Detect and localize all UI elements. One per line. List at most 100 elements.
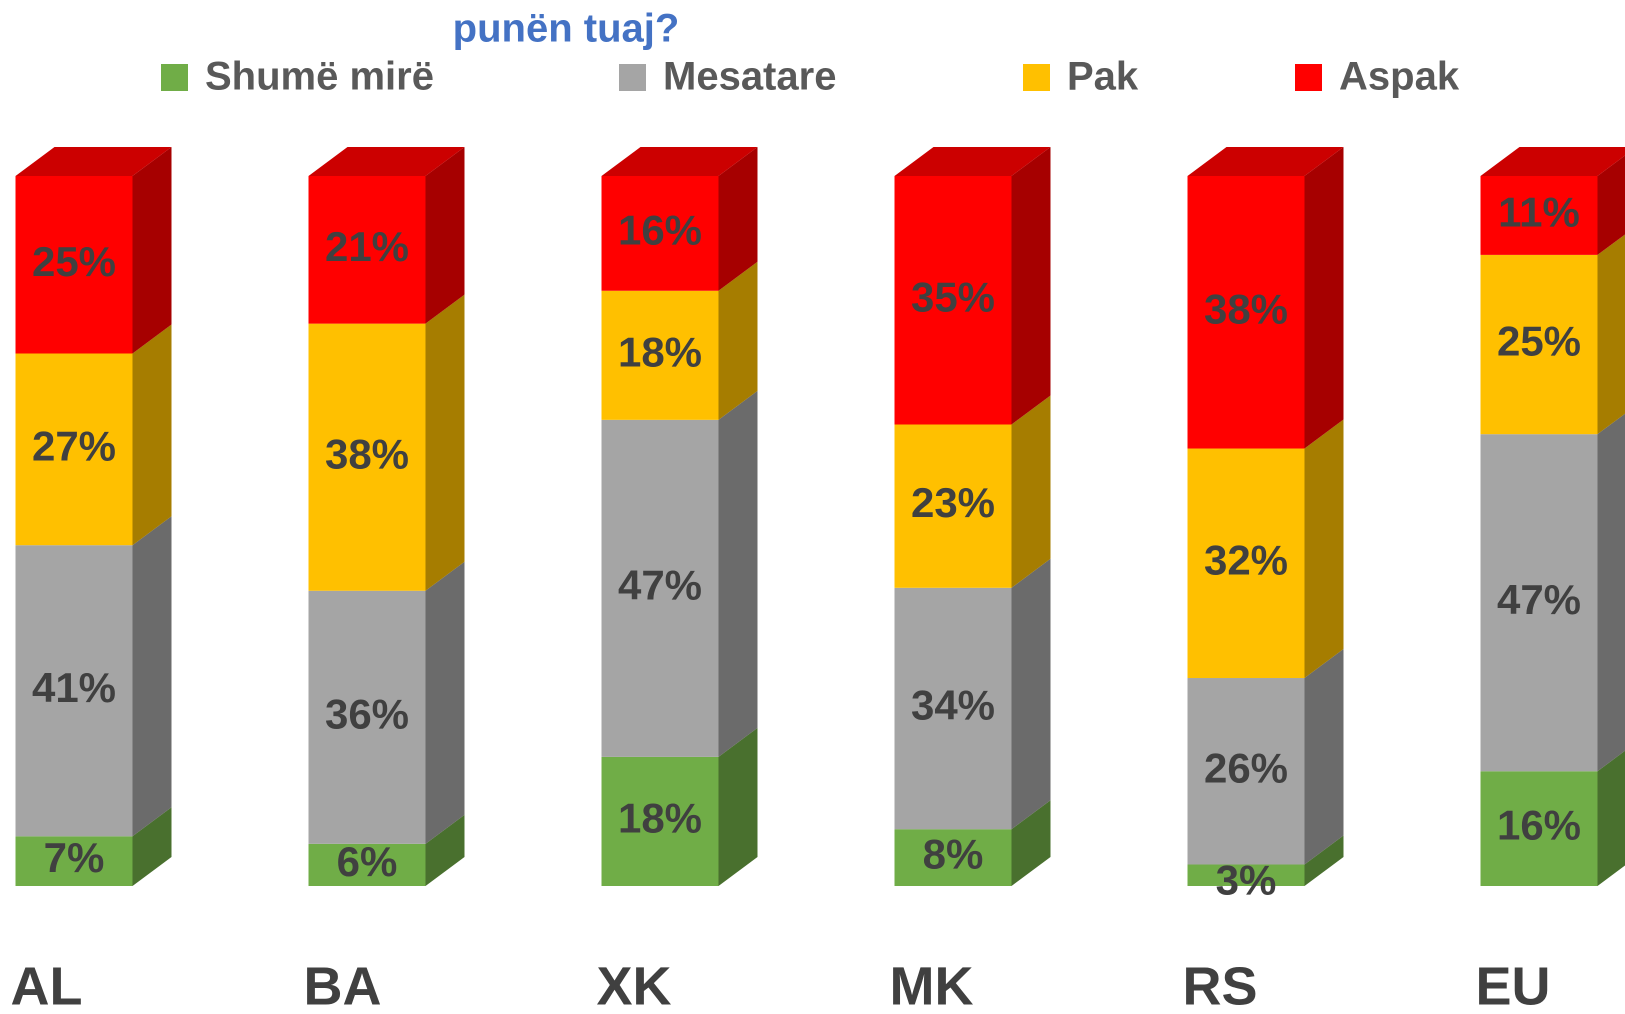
bar-segment <box>1187 419 1344 679</box>
bar-face <box>1480 176 1598 255</box>
data-label: 16% <box>618 206 702 253</box>
data-label: 38% <box>1204 285 1288 332</box>
bar-face <box>1304 147 1344 449</box>
x-tick-label: BA <box>304 956 382 1014</box>
data-label: 6% <box>337 838 398 885</box>
bar-face <box>718 727 758 886</box>
data-label: 38% <box>325 430 409 477</box>
bar-segment <box>1187 835 1344 886</box>
data-label: 18% <box>618 795 702 842</box>
bar-face <box>718 147 758 291</box>
bar-face <box>1597 155 1625 255</box>
bar-segment <box>1187 147 1344 449</box>
bar-face <box>15 353 133 546</box>
bar-segment <box>15 147 172 354</box>
data-label: 11% <box>1498 189 1580 236</box>
bar-face <box>132 324 172 546</box>
data-label: 8% <box>923 831 984 878</box>
bar-segment <box>894 147 1051 425</box>
bar-face <box>132 807 172 886</box>
data-label: 34% <box>911 682 995 729</box>
bar-segment <box>308 294 465 591</box>
bar-face <box>894 147 1051 176</box>
legend-label: Pak <box>1067 55 1139 99</box>
bar-face <box>1480 254 1598 435</box>
x-tick-label: XK <box>597 956 672 1014</box>
bar-face <box>15 176 133 354</box>
bar-face <box>1187 176 1305 449</box>
bar-segment <box>1480 234 1625 435</box>
bar-face <box>601 290 719 420</box>
legend-swatch <box>619 64 646 91</box>
bar-face <box>425 561 465 844</box>
bar-face <box>1011 147 1051 425</box>
bar-face <box>425 147 465 324</box>
bar-face <box>894 176 1012 425</box>
bar-segment <box>894 558 1051 830</box>
bar-segment <box>1480 413 1625 772</box>
data-label: 36% <box>325 690 409 737</box>
x-tick-label: EU <box>1476 956 1551 1014</box>
bar-segment <box>1187 649 1344 865</box>
bar-segment <box>894 395 1051 588</box>
bar-face <box>601 756 719 886</box>
bar-segment <box>308 561 465 844</box>
legend-label: Mesatare <box>663 55 836 99</box>
bar-face <box>132 147 172 354</box>
data-label: 25% <box>1497 318 1581 365</box>
bar-face <box>894 424 1012 588</box>
bar-segment <box>894 800 1051 886</box>
bar-face <box>1480 771 1598 886</box>
bar-segment <box>15 516 172 837</box>
bar-face <box>425 294 465 591</box>
bar-face <box>1187 678 1305 865</box>
bar-segment <box>601 390 758 757</box>
bar-segment <box>1480 750 1625 886</box>
data-label: 7% <box>44 834 105 881</box>
legend-label: Aspak <box>1339 55 1460 99</box>
bar-face <box>1597 413 1625 772</box>
bar-face <box>15 147 172 176</box>
bar-face <box>601 176 719 291</box>
bar-face <box>1597 234 1625 435</box>
bar-face <box>1187 448 1305 679</box>
data-label: 47% <box>618 561 702 608</box>
bar-face <box>1480 434 1598 772</box>
bar-face <box>15 545 133 837</box>
legend-swatch <box>1295 64 1322 91</box>
bar-segment <box>601 727 758 886</box>
bar-face <box>308 843 426 886</box>
data-label: 47% <box>1497 576 1581 623</box>
bar-face <box>1011 800 1051 886</box>
bar-face <box>1187 147 1344 176</box>
legend-swatch <box>161 64 188 91</box>
bar-segment <box>308 814 465 886</box>
data-label: 26% <box>1204 744 1288 791</box>
bar-face <box>894 587 1012 830</box>
bar-face <box>308 323 426 591</box>
bar-face <box>308 147 465 176</box>
data-label: 27% <box>32 422 116 469</box>
data-label: 21% <box>325 223 409 270</box>
data-label: 32% <box>1204 536 1288 583</box>
data-label: 25% <box>32 238 116 285</box>
data-label: 41% <box>32 664 116 711</box>
data-label: 23% <box>911 479 995 526</box>
data-label: 18% <box>618 328 702 375</box>
bar-face <box>425 814 465 886</box>
bar-face <box>308 590 426 844</box>
bar-face <box>1480 147 1625 176</box>
bar-face <box>1304 419 1344 679</box>
bar-face <box>1304 649 1344 865</box>
chart-title: punën tuaj? <box>453 7 680 51</box>
bar-segment <box>1480 147 1625 255</box>
bar-face <box>1304 835 1344 886</box>
legend-label: Shumë mirë <box>205 55 434 99</box>
bar-face <box>1011 558 1051 830</box>
bar-face <box>718 261 758 420</box>
bar-segment <box>601 261 758 420</box>
bar-face <box>601 147 758 176</box>
bar-segment <box>601 147 758 291</box>
bar-face <box>15 836 133 886</box>
bar-face <box>718 390 758 757</box>
